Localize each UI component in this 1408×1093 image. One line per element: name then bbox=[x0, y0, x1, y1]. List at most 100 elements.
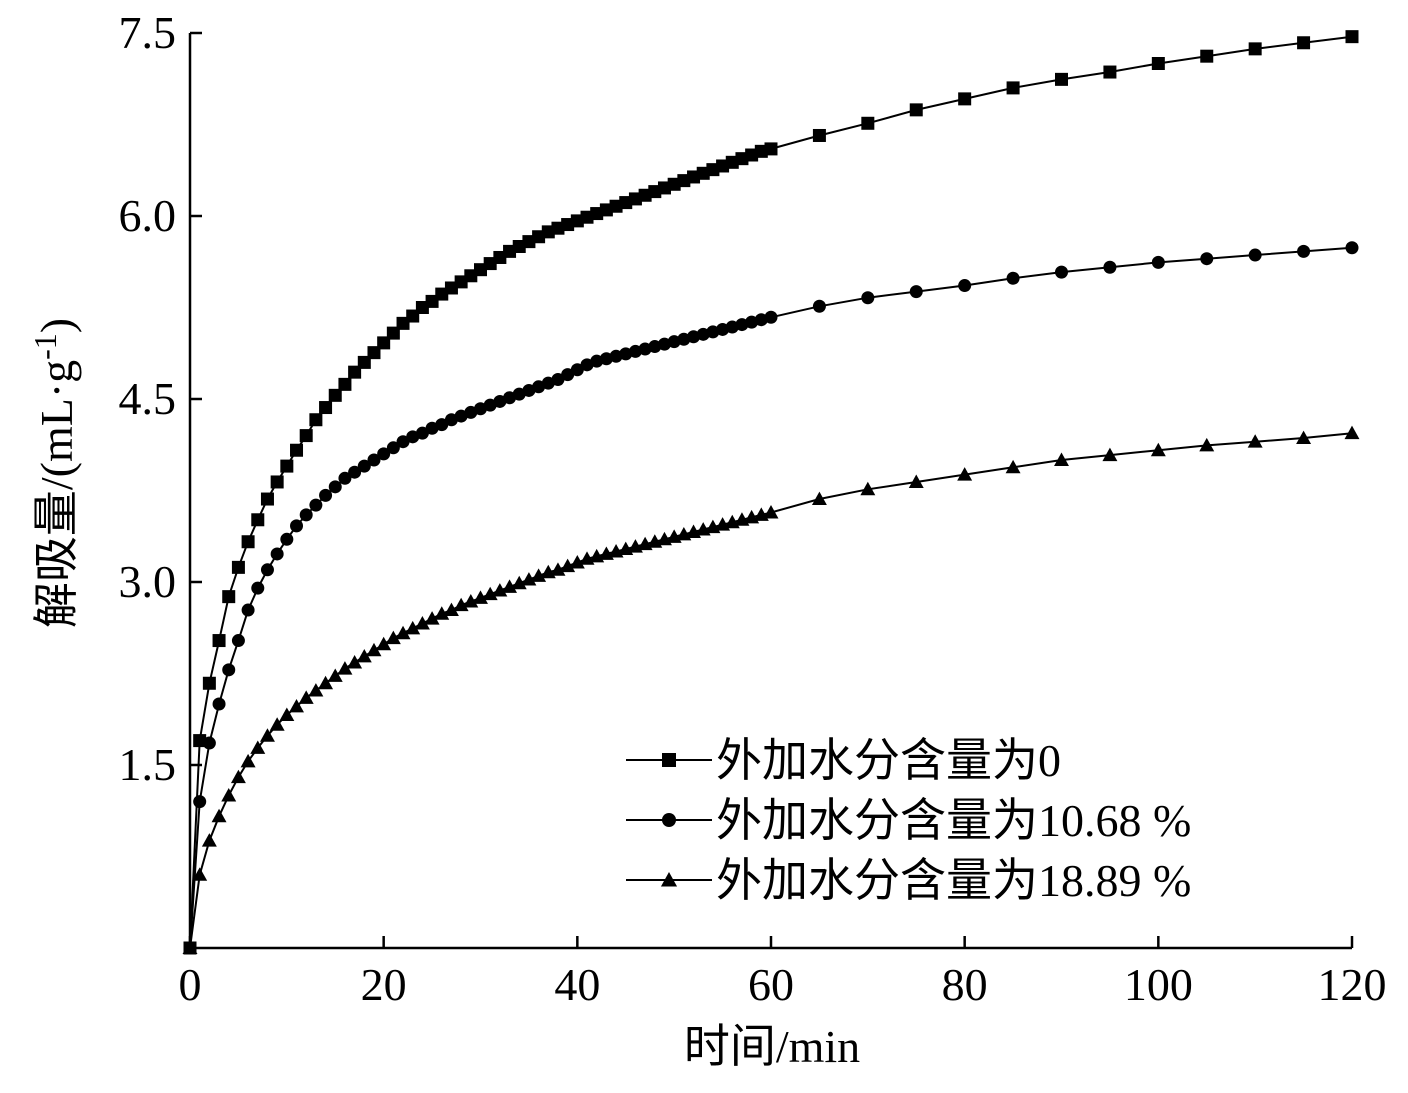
data-point-triangle bbox=[347, 655, 363, 669]
data-point-circle bbox=[299, 508, 313, 522]
data-point-circle bbox=[812, 299, 826, 313]
data-point-triangle bbox=[463, 594, 479, 608]
data-point-circle bbox=[561, 368, 575, 382]
data-point-circle bbox=[319, 488, 333, 502]
series-square bbox=[183, 30, 1359, 955]
data-point-triangle bbox=[660, 871, 678, 887]
data-point-triangle bbox=[434, 606, 450, 620]
data-point-square bbox=[386, 326, 400, 340]
x-tick-label: 0 bbox=[179, 959, 202, 1010]
series-circle bbox=[183, 241, 1359, 955]
data-point-triangle bbox=[424, 611, 440, 625]
data-point-triangle bbox=[356, 648, 372, 663]
data-point-triangle bbox=[1344, 425, 1360, 440]
data-point-triangle bbox=[385, 630, 401, 645]
data-point-circle bbox=[958, 279, 972, 293]
data-point-square bbox=[212, 634, 226, 648]
data-point-circle bbox=[764, 310, 778, 324]
data-point-circle bbox=[357, 459, 371, 473]
x-axis-title: 时间/min bbox=[684, 1021, 860, 1072]
data-point-circle bbox=[662, 813, 676, 827]
data-point-triangle bbox=[366, 642, 382, 657]
legend-label: 外加水分含量为0 bbox=[716, 735, 1061, 786]
data-point-square bbox=[1103, 65, 1117, 79]
data-point-circle bbox=[396, 435, 410, 449]
x-tick-label: 40 bbox=[554, 959, 600, 1010]
data-point-circle bbox=[386, 441, 400, 455]
data-point-square bbox=[319, 401, 333, 415]
x-tick-label: 60 bbox=[748, 959, 794, 1010]
data-point-circle bbox=[328, 480, 342, 494]
data-point-triangle bbox=[521, 572, 537, 586]
data-point-triangle bbox=[259, 728, 275, 742]
data-point-circle bbox=[222, 663, 236, 677]
data-point-circle bbox=[241, 603, 255, 617]
data-point-circle bbox=[1006, 271, 1020, 285]
data-point-square bbox=[812, 128, 826, 142]
data-point-triangle bbox=[860, 481, 876, 496]
data-point-circle bbox=[348, 465, 362, 479]
x-tick-label: 80 bbox=[942, 959, 988, 1010]
data-point-triangle bbox=[908, 474, 924, 488]
data-point-square bbox=[338, 377, 352, 391]
data-point-triangle bbox=[376, 636, 392, 651]
y-axis-title-close: ) bbox=[31, 318, 82, 333]
data-point-square bbox=[1345, 30, 1359, 44]
data-point-triangle bbox=[1150, 442, 1166, 457]
data-point-triangle bbox=[221, 788, 237, 802]
data-point-square bbox=[299, 429, 313, 443]
data-point-triangle bbox=[482, 586, 498, 601]
data-point-triangle bbox=[763, 504, 779, 519]
data-point-triangle bbox=[298, 690, 314, 704]
data-point-circle bbox=[909, 285, 923, 299]
y-axis-title-superscript: -1 bbox=[27, 333, 63, 360]
y-tick-label: 4.5 bbox=[119, 373, 177, 424]
data-point-circle bbox=[338, 471, 352, 485]
data-point-triangle bbox=[289, 698, 304, 713]
data-point-square bbox=[1055, 72, 1068, 86]
legend-entry: 外加水分含量为18.89 % bbox=[626, 855, 1191, 906]
data-point-triangle bbox=[473, 590, 488, 604]
data-point-circle bbox=[212, 697, 226, 711]
data-point-square bbox=[290, 443, 304, 457]
data-point-square bbox=[270, 475, 284, 489]
data-point-square bbox=[357, 355, 371, 369]
data-point-triangle bbox=[337, 661, 353, 675]
data-point-triangle bbox=[492, 583, 508, 597]
data-point-triangle bbox=[957, 467, 973, 481]
y-tick-label: 7.5 bbox=[119, 7, 177, 58]
data-point-triangle bbox=[318, 675, 334, 690]
data-series bbox=[182, 30, 1360, 955]
data-point-square bbox=[861, 116, 875, 130]
x-tick-label: 100 bbox=[1124, 959, 1193, 1010]
data-point-triangle bbox=[230, 769, 246, 784]
data-point-square bbox=[328, 388, 342, 402]
data-point-triangle bbox=[192, 867, 208, 881]
data-point-circle bbox=[367, 453, 381, 467]
data-point-triangle bbox=[395, 625, 411, 640]
data-point-triangle bbox=[308, 683, 324, 697]
data-point-square bbox=[1200, 49, 1214, 63]
legend: 外加水分含量为0 外加水分含量为10.68 % 外加水分含量为18.89 % bbox=[626, 735, 1191, 906]
data-point-circle bbox=[309, 498, 323, 512]
data-point-square bbox=[231, 560, 245, 574]
data-point-triangle bbox=[502, 579, 518, 593]
data-point-square bbox=[1297, 36, 1311, 50]
data-point-circle bbox=[202, 736, 216, 750]
data-point-square bbox=[251, 513, 265, 527]
legend-label: 外加水分含量为18.89 % bbox=[716, 855, 1191, 906]
data-point-square bbox=[367, 346, 381, 360]
data-point-triangle bbox=[1296, 430, 1312, 445]
data-point-triangle bbox=[240, 753, 256, 768]
series-triangle bbox=[182, 425, 1360, 954]
data-point-triangle bbox=[1005, 459, 1021, 474]
data-point-triangle bbox=[1247, 434, 1263, 448]
data-point-triangle bbox=[531, 568, 547, 582]
data-point-triangle bbox=[811, 491, 827, 506]
data-point-triangle bbox=[443, 602, 459, 617]
data-point-circle bbox=[1248, 248, 1262, 262]
data-point-circle bbox=[251, 581, 265, 595]
data-point-square bbox=[348, 365, 362, 379]
ticks: 0 20 40 60 80 100 120 1.5 3.0 4.5 6.0 7.5 bbox=[119, 7, 1387, 1010]
